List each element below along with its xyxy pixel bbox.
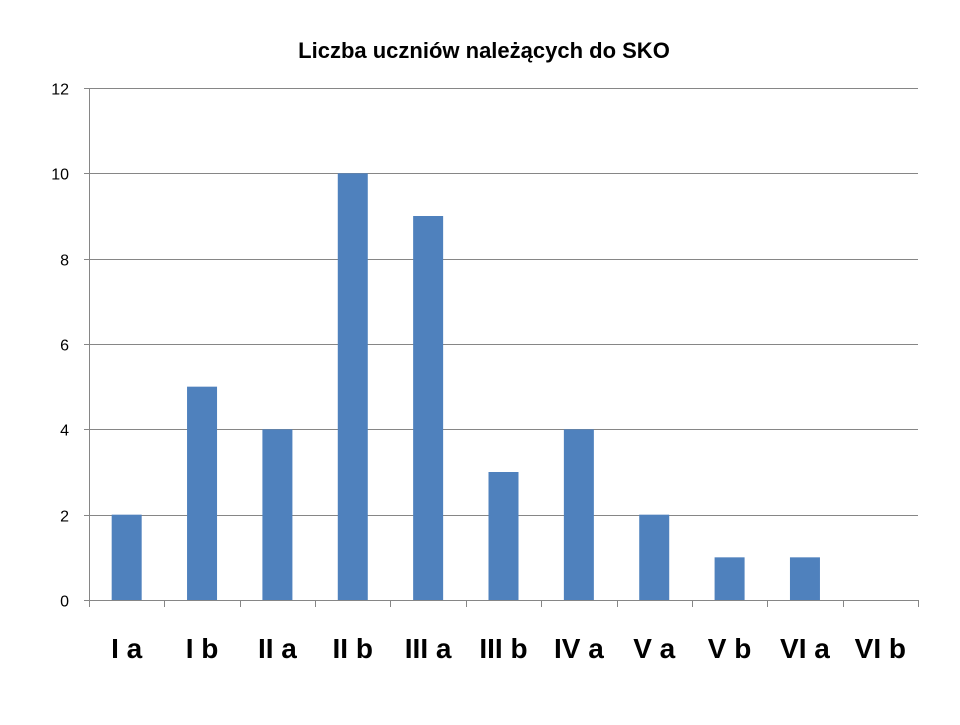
- y-tick-labels: 0 2 4 6 8 10 12: [51, 82, 69, 611]
- x-tick-label: I a: [111, 633, 143, 664]
- axes: [84, 88, 919, 607]
- x-tick-label: III a: [405, 633, 452, 664]
- bars: [111, 173, 820, 601]
- x-tick-label: V a: [633, 633, 675, 664]
- bar-ii-b: [337, 173, 368, 601]
- y-tick-label: 8: [60, 253, 69, 270]
- bar-iii-b: [488, 472, 519, 600]
- x-tick-label: IV a: [554, 633, 604, 664]
- bar-iii-a: [413, 216, 444, 600]
- bar-i-a: [111, 514, 142, 600]
- y-tick-label: 2: [60, 509, 69, 526]
- bar-v-b: [714, 557, 745, 600]
- y-tick-label: 4: [60, 423, 69, 440]
- bar-vi-a: [789, 557, 820, 600]
- x-tick-label: I b: [186, 633, 219, 664]
- x-tick-label: II b: [333, 633, 373, 664]
- x-tick-label: III b: [479, 633, 527, 664]
- y-tick-label: 12: [51, 82, 69, 99]
- bar-ii-a: [262, 429, 293, 600]
- x-tick-label: V b: [708, 633, 752, 664]
- x-tick-label: II a: [258, 633, 297, 664]
- bar-iv-a: [563, 429, 594, 600]
- y-tick-label: 0: [60, 594, 69, 611]
- x-tick-label: VI a: [780, 633, 830, 664]
- x-tick-labels: I a I b II a II b III a III b IV a V a V b VI a VI…: [111, 633, 906, 664]
- grid-lines: [89, 88, 918, 516]
- y-tick-label: 6: [60, 338, 69, 355]
- x-tick-label: VI b: [855, 633, 906, 664]
- y-tick-label: 10: [51, 167, 69, 184]
- bar-v-a: [639, 514, 670, 600]
- chart-title: Liczba uczniów należących do SKO: [298, 38, 670, 63]
- bar-i-b: [187, 386, 218, 600]
